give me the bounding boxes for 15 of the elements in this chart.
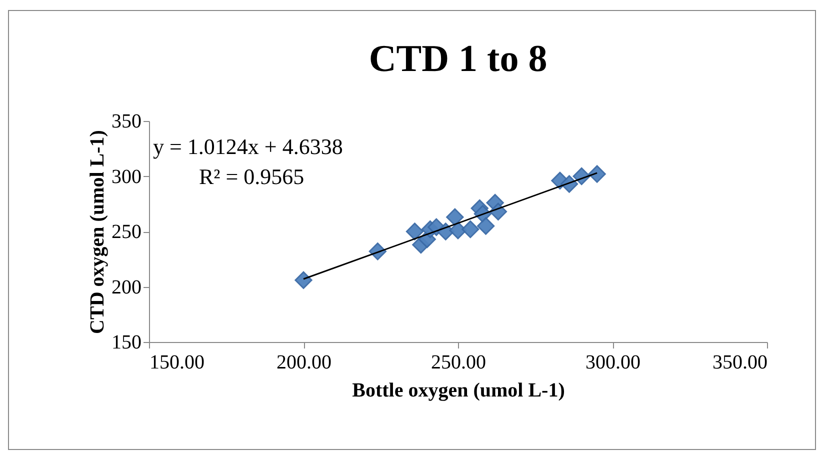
annotation: y = 1.0124x + 4.6338 <box>153 134 343 159</box>
x-tick-label: 150.00 <box>150 352 204 374</box>
y-tick-label: 250 <box>112 221 142 243</box>
y-tick-label: 150 <box>112 332 142 354</box>
y-tick-label: 200 <box>112 276 142 298</box>
x-tick-label: 350.00 <box>712 352 768 374</box>
y-axis-title: CTD oxygen (umol L-1) <box>86 130 108 334</box>
y-tick-label: 300 <box>112 166 142 188</box>
x-axis-title: Bottle oxygen (umol L-1) <box>352 380 565 402</box>
x-tick-label: 200.00 <box>276 352 332 374</box>
chart-title: CTD 1 to 8 <box>368 38 548 80</box>
x-tick-label: 250.00 <box>431 352 486 374</box>
y-tick-label: 350 <box>112 110 142 132</box>
annotation: R² = 0.9565 <box>199 164 304 189</box>
x-tick-label: 300.00 <box>586 352 640 374</box>
